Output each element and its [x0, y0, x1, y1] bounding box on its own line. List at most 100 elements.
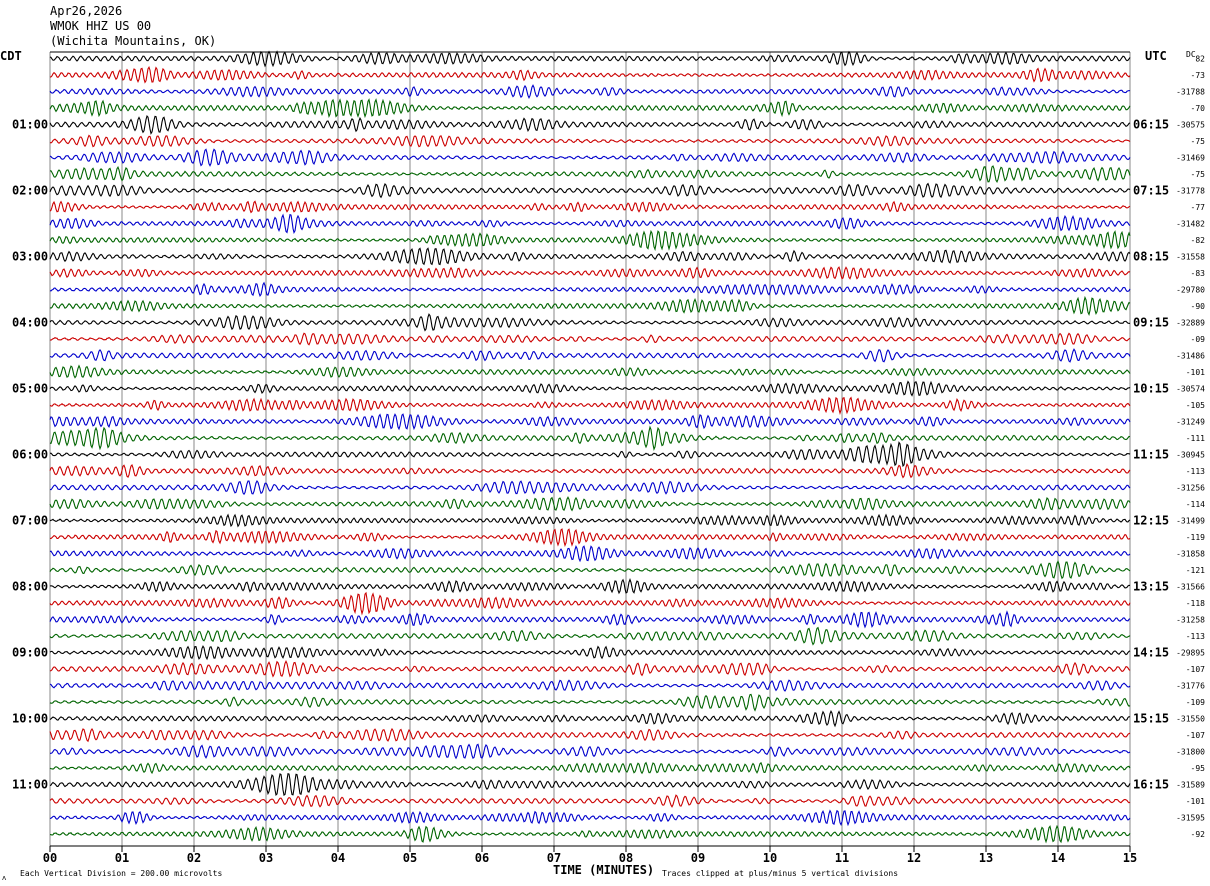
dc-offset-label: -119 [1186, 533, 1205, 542]
seismic-trace [49, 545, 1131, 563]
trace-group [49, 50, 1131, 844]
seismic-trace [49, 528, 1131, 548]
seismic-trace [49, 134, 1131, 148]
left-hour-label: 10:00 [12, 712, 48, 726]
seismic-trace [49, 660, 1131, 678]
x-axis-title: TIME (MINUTES) [553, 863, 654, 877]
dc-offset-label: -31778 [1176, 187, 1205, 196]
seismic-trace [49, 348, 1131, 363]
left-timezone-label: CDT [0, 49, 22, 63]
seismic-trace [49, 743, 1131, 760]
dc-offset-label: -31469 [1176, 154, 1205, 163]
left-hour-label: 02:00 [12, 184, 48, 198]
dc-offset-label: -101 [1186, 368, 1205, 377]
dc-offset-label: -113 [1186, 467, 1205, 476]
dc-offset-label: -31486 [1176, 352, 1205, 361]
dc-offset-label: -31558 [1176, 253, 1205, 262]
x-tick-label: 02 [187, 851, 201, 865]
seismic-trace [49, 645, 1131, 661]
seismic-trace [49, 727, 1131, 743]
seismic-trace [49, 794, 1131, 808]
seismic-trace [49, 364, 1131, 379]
dc-offset-label: -121 [1186, 566, 1205, 575]
dc-offset-label: -31858 [1176, 550, 1205, 559]
left-hour-labels: 01:00 02:00 03:00 04:00 05:00 06:00 07:00 08:00… [12, 118, 48, 792]
right-hour-label: 12:15 [1133, 514, 1169, 528]
right-hour-label: 16:15 [1133, 778, 1169, 792]
dc-offset-label: -29895 [1176, 649, 1205, 658]
x-tick-labels: 00 01 02 03 04 05 06 07 08 09 10 11 12 13 14 15 [43, 846, 1137, 865]
seismic-trace [49, 114, 1131, 135]
seismic-trace [49, 332, 1131, 346]
x-tick-label: 04 [331, 851, 345, 865]
seismic-trace [49, 463, 1131, 479]
dc-offset-label: -09 [1191, 335, 1206, 344]
dc-offset-label: -70 [1191, 104, 1206, 113]
x-tick-label: 03 [259, 851, 273, 865]
right-hour-labels: 06:15 07:15 08:15 09:15 10:15 11:15 12:15 13:15… [1133, 118, 1169, 792]
dc-offset-label: -31595 [1176, 814, 1205, 823]
dc-offset-labels: 82 -73 -31788 -70 -30575 -75 -31469 -75 -31778 -7… [1176, 55, 1205, 840]
dc-offset-label: -31776 [1176, 682, 1205, 691]
seismic-trace [49, 281, 1131, 297]
x-tick-label: 14 [1051, 851, 1065, 865]
right-hour-label: 15:15 [1133, 712, 1169, 726]
dc-offset-label: -31589 [1176, 781, 1205, 790]
dc-offset-label: -30575 [1176, 121, 1205, 130]
dc-offset-label: -107 [1186, 731, 1205, 740]
seismic-trace [49, 441, 1131, 468]
dc-offset-label: -31499 [1176, 517, 1205, 526]
clip-note: Traces clipped at plus/minus 5 vertical … [662, 869, 898, 878]
dc-offset-label: -73 [1191, 71, 1206, 80]
dc-offset-label: -75 [1191, 137, 1206, 146]
seismic-trace [49, 480, 1131, 496]
seismic-trace [49, 578, 1131, 595]
dc-offset-label: -31788 [1176, 88, 1205, 97]
dc-offset-label: -32889 [1176, 319, 1205, 328]
seismic-trace [49, 396, 1131, 416]
left-hour-label: 08:00 [12, 580, 48, 594]
seismic-trace [49, 380, 1131, 397]
seismic-trace [49, 313, 1131, 332]
seismic-trace [49, 413, 1131, 431]
seismic-trace [49, 200, 1131, 214]
dc-offset-label: -31800 [1176, 748, 1205, 757]
left-hour-label: 09:00 [12, 646, 48, 660]
left-hour-label: 11:00 [12, 778, 48, 792]
dc-offset-label: -107 [1186, 665, 1205, 674]
right-hour-label: 08:15 [1133, 250, 1169, 264]
x-tick-label: 15 [1123, 851, 1137, 865]
date-label: Apr26,2026 [50, 4, 123, 18]
dc-offset-label: -30574 [1176, 385, 1205, 394]
x-tick-label: 08 [619, 851, 633, 865]
dc-offset-label: -75 [1191, 170, 1206, 179]
corner-mark-icon: ᴧ [2, 874, 6, 882]
dc-offset-label: -31482 [1176, 220, 1205, 229]
seismic-trace [49, 809, 1131, 827]
dc-offset-label: -118 [1186, 599, 1205, 608]
seismic-trace [49, 679, 1131, 692]
seismic-trace [49, 66, 1131, 84]
right-timezone-label: UTC [1145, 49, 1167, 63]
seismic-trace [49, 98, 1131, 119]
grid-lines [49, 51, 1131, 847]
seismic-trace [49, 295, 1131, 316]
x-tick-label: 05 [403, 851, 417, 865]
dc-offset-label: -90 [1191, 302, 1206, 311]
seismic-trace [49, 266, 1131, 280]
dc-offset-label: -30945 [1176, 451, 1205, 460]
dc-offset-label: 82 [1195, 55, 1205, 64]
seismic-trace [49, 824, 1131, 844]
x-tick-label: 06 [475, 851, 489, 865]
x-tick-label: 01 [115, 851, 129, 865]
seismic-trace [49, 84, 1131, 100]
right-hour-label: 06:15 [1133, 118, 1169, 132]
dc-offset-label: -31258 [1176, 616, 1205, 625]
seismic-trace [49, 560, 1131, 580]
location-label: (Wichita Mountains, OK) [50, 34, 217, 48]
right-hour-label: 10:15 [1133, 382, 1169, 396]
dc-header-label: DC [1186, 50, 1196, 59]
dc-offset-label: -82 [1191, 236, 1206, 245]
seismic-trace [49, 213, 1131, 235]
right-hour-label: 09:15 [1133, 316, 1169, 330]
